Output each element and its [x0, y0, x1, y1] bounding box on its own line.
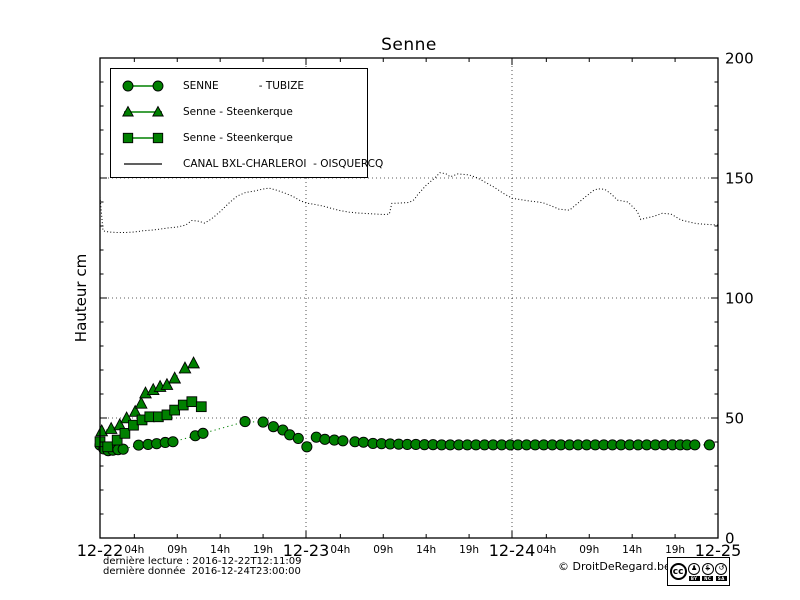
y-axis-label: Hauteur cm: [72, 253, 90, 343]
legend-item-steenkerque-1: Senne - Steenkerque: [111, 99, 367, 125]
x-hour-label: 19h: [459, 544, 479, 556]
legend-label: SENNE - TUBIZE: [183, 80, 305, 92]
x-hour-label: 09h: [373, 544, 393, 556]
cc-license-badge[interactable]: cc ♟ BY $ NC ↺ SA: [667, 557, 730, 586]
legend-triangle-marker-icon: [122, 105, 164, 117]
cc-sa-label: SA: [715, 575, 727, 581]
chart-title: Senne: [381, 35, 437, 55]
cc-sa-icon: ↺: [715, 562, 728, 575]
cc-nc-unit: $ NC: [701, 562, 714, 581]
legend-square-marker-icon: [122, 132, 164, 144]
cc-nc-label: NC: [702, 575, 714, 581]
x-hour-label: 04h: [536, 544, 556, 556]
x-hour-label: 19h: [665, 544, 685, 556]
y-tick-label: 200: [725, 50, 754, 68]
cc-icon: cc: [669, 563, 687, 580]
legend-line-marker-icon: [124, 163, 162, 165]
x-hour-label: 04h: [330, 544, 350, 556]
cc-nc-icon: $: [701, 562, 714, 575]
y-tick-label: 100: [725, 290, 754, 308]
last-data-text: dernière donnée 2016-12-24T23:00:00: [103, 566, 301, 577]
x-day-label: 12-24: [489, 541, 536, 560]
last-reading-text: dernière lecture : 2016-12-22T12:11:09: [103, 556, 302, 567]
series-0-circles: [94, 416, 715, 457]
legend-label: Senne - Steenkerque: [183, 106, 293, 118]
x-day-label: 12-22: [77, 541, 124, 560]
legend-label: Senne - Steenkerque: [183, 132, 293, 144]
axis-tick-labels: 0 50 100 150 200 12-22 12-23 12-24 12-25 04h 09h 14…: [77, 50, 754, 561]
y-tick-label: 50: [725, 410, 744, 428]
legend-item-tubize: SENNE - TUBIZE: [111, 73, 367, 99]
legend-item-canal: CANAL BXL-CHARLEROI - OISQUERCQ: [111, 151, 383, 177]
legend: SENNE - TUBIZE Senne - Steenkerque Senne…: [110, 68, 383, 178]
legend-label: CANAL BXL-CHARLEROI - OISQUERCQ: [183, 158, 384, 170]
legend-item-steenkerque-2: Senne - Steenkerque: [111, 125, 367, 151]
x-hour-label: 09h: [167, 544, 187, 556]
y-tick-label: 150: [725, 170, 754, 188]
cc-sa-unit: ↺ SA: [715, 562, 728, 581]
series-3-canal-line: [99, 172, 719, 233]
x-hour-label: 04h: [124, 544, 144, 556]
x-hour-label: 19h: [253, 544, 273, 556]
cc-by-icon: ♟: [688, 562, 701, 575]
x-hour-label: 14h: [622, 544, 642, 556]
copyright-text: © DroitDeRegard.be: [558, 560, 671, 573]
y-tick-label: 0: [725, 530, 735, 548]
x-day-label: 12-25: [695, 541, 742, 560]
axis-ticks: [99, 57, 719, 539]
x-hour-label: 14h: [210, 544, 230, 556]
legend-circle-marker-icon: [122, 80, 164, 92]
x-hour-label: 09h: [579, 544, 599, 556]
cc-by-unit: ♟ BY: [688, 562, 701, 581]
x-day-label: 12-23: [283, 541, 330, 560]
series-1-triangles: [95, 356, 201, 437]
x-hour-label: 14h: [416, 544, 436, 556]
series-2-squares: [94, 396, 207, 453]
cc-by-label: BY: [688, 575, 700, 581]
